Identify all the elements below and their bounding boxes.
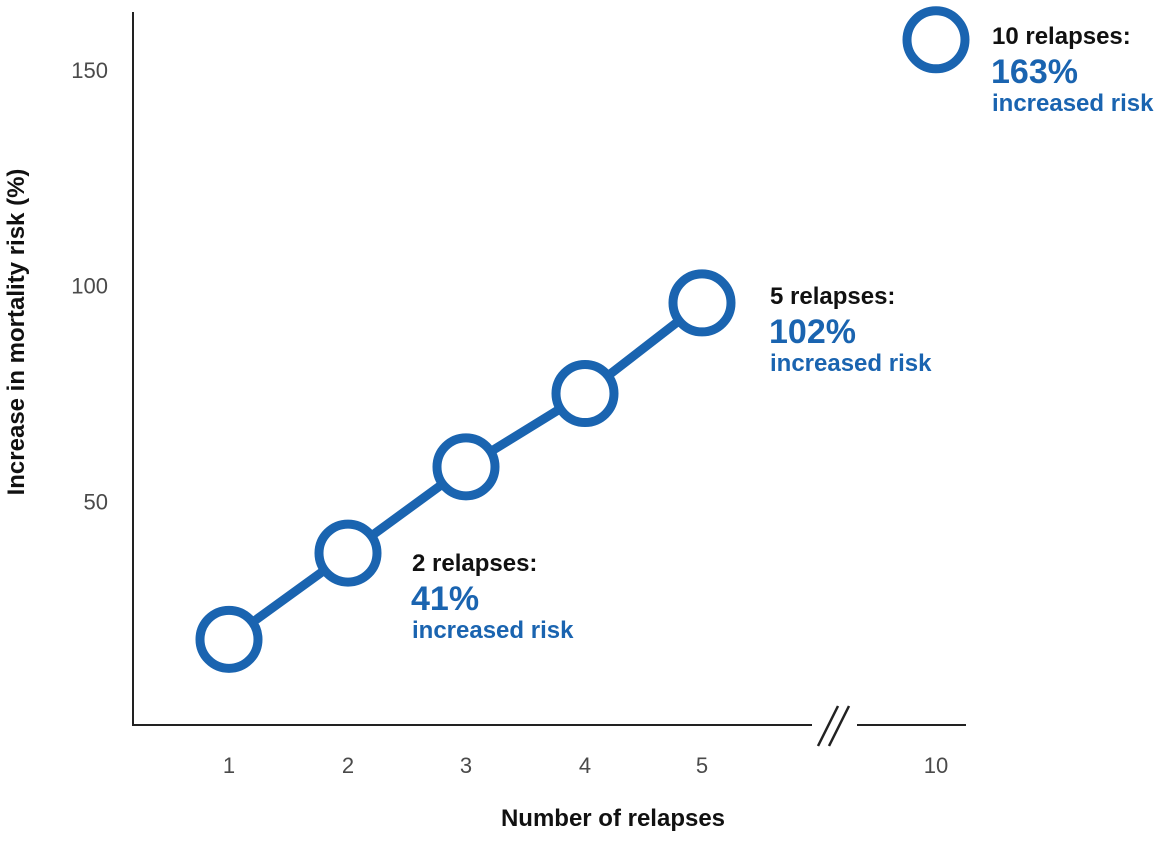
annotation-head: 5 relapses:: [770, 283, 895, 310]
x-tick-label-3: 3: [460, 753, 472, 778]
data-point-x4: [551, 360, 619, 427]
x-tick-label-5: 5: [696, 753, 708, 778]
annotation-percent: 163%: [991, 53, 1078, 91]
annotation-percent: 102%: [769, 313, 856, 351]
annotation-sub: increased risk: [992, 90, 1154, 117]
annotation-5: 5 relapses: 102%increased risk: [769, 283, 932, 377]
annotation-head: 2 relapses:: [412, 550, 537, 577]
series-layer: [195, 6, 970, 673]
axis-break-icon: [816, 705, 851, 747]
y-tick-label-100: 100: [71, 274, 108, 299]
data-point-x1: [195, 605, 263, 673]
y-tick-labels: 50 100 150: [71, 58, 108, 514]
y-axis-title: Increase in mortality risk (%): [3, 169, 30, 496]
data-point-x2: [314, 519, 382, 587]
annotation-sub: increased risk: [412, 617, 574, 644]
data-point-x10: [902, 6, 970, 74]
x-tick-label-4: 4: [579, 753, 591, 778]
data-point-x5: [668, 269, 736, 337]
x-tick-label-10: 10: [924, 753, 948, 778]
annotation-percent: 41%: [411, 580, 479, 618]
data-point-x3: [432, 433, 500, 501]
annotation-sub: increased risk: [770, 350, 932, 377]
y-tick-label-50: 50: [84, 489, 108, 514]
x-axis-title: Number of relapses: [501, 805, 725, 832]
x-tick-label-2: 2: [342, 753, 354, 778]
annotation-2: 2 relapses: 41%increased risk: [411, 550, 574, 644]
y-tick-label-150: 150: [71, 58, 108, 83]
annotation-10: 10 relapses: 163%increased risk: [991, 23, 1154, 117]
x-tick-label-1: 1: [223, 753, 235, 778]
annotation-head: 10 relapses:: [992, 23, 1131, 50]
x-tick-labels: 1 2 3 4 5 10: [223, 753, 948, 778]
